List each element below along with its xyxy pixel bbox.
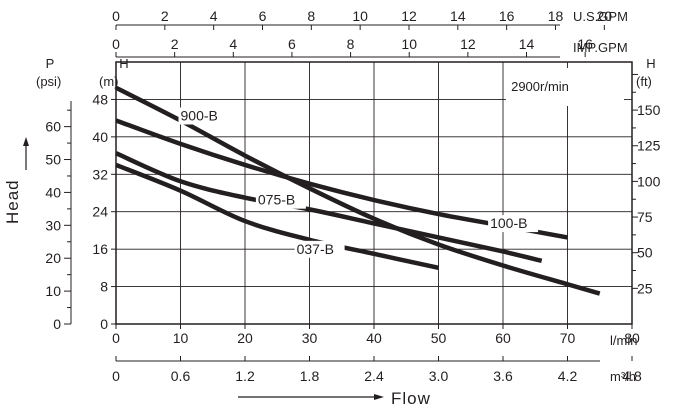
usgpm-tick-label: 4: [210, 8, 218, 24]
impgpm-tick-label: 6: [288, 36, 296, 52]
m3h-unit-label: m³/h: [610, 369, 636, 384]
curve-label-037-B: 037-B: [297, 241, 334, 257]
lpm-tick-label: 50: [431, 330, 447, 346]
head-m-tick-label: 0: [100, 316, 108, 332]
curve-label-075-B: 075-B: [258, 192, 295, 208]
head-m-tick-label: 24: [92, 204, 108, 220]
head-m-axis-top: H: [119, 56, 128, 71]
impgpm-tick-label: 8: [347, 36, 355, 52]
m3h-tick-label: 3.6: [493, 368, 513, 384]
axes: [64, 24, 638, 362]
usgpm-tick-label: 8: [307, 8, 315, 24]
y-axis-title-group: Head: [3, 137, 29, 224]
head-m-axis-unit: (m): [99, 74, 119, 89]
usgpm-tick-label: 6: [259, 8, 267, 24]
curve-037-B: [115, 162, 439, 271]
head-ft-axis-unit: (ft): [636, 74, 652, 89]
psi-tick-label: 60: [45, 119, 61, 135]
x-axis-title-group: Flow: [238, 389, 431, 408]
impgpm-tick-label: 10: [401, 36, 417, 52]
tick-labels: 0 10 20 30 40 50 60 70 800 0.6 1.2 1.8 2.4 3.0 3.6 4.2 4…: [45, 8, 660, 384]
curve-900-B: [114, 85, 601, 296]
impgpm-tick-label: 0: [112, 36, 120, 52]
head-ft-tick-label: 25: [637, 280, 653, 296]
head-m-tick-label: 32: [92, 166, 108, 182]
m3h-tick-label: 0: [112, 368, 120, 384]
y-axis-title-arrow-head: [23, 137, 29, 146]
usgpm-tick-label: 20: [597, 8, 613, 24]
head-m-tick-label: 40: [92, 129, 108, 145]
x-axis-title: Flow: [391, 389, 431, 408]
impgpm-unit-label: IMP.GPM: [573, 40, 628, 55]
m3h-tick-label: 1.8: [300, 368, 320, 384]
x-axis-title-arrow-head: [374, 394, 384, 400]
head-ft-tick-label: 150: [637, 102, 661, 118]
curve-label-bg: [488, 215, 539, 233]
head-m-tick-label: 16: [92, 241, 108, 257]
head-ft-tick-label: 75: [637, 209, 653, 225]
lpm-tick-label: 0: [112, 330, 120, 346]
head-m-tick-label: 48: [92, 91, 108, 107]
head-ft-tick-label: 100: [637, 173, 661, 189]
grid: [116, 62, 632, 324]
psi-tick-label: 30: [45, 217, 61, 233]
lpm-tick-label: 70: [560, 330, 576, 346]
m3h-tick-label: 4.8: [622, 368, 642, 384]
head-m-tick-label: 8: [100, 279, 108, 295]
m3h-tick-label: 0.6: [171, 368, 191, 384]
usgpm-unit-label: U.S.GPM: [573, 9, 628, 24]
curve-label-bg: [178, 107, 229, 125]
usgpm-tick-label: 16: [499, 8, 515, 24]
curves: 900-B 100-B 075-B 037-B: [114, 85, 601, 296]
y-axis-title: Head: [3, 179, 22, 224]
lpm-tick-label: 40: [366, 330, 382, 346]
pressure-axis-unit: (psi): [36, 74, 61, 89]
psi-tick-label: 20: [45, 250, 61, 266]
usgpm-tick-label: 10: [352, 8, 368, 24]
lpm-tick-label: 60: [495, 330, 511, 346]
head-ft-tick-label: 50: [637, 245, 653, 261]
lpm-tick-label: 20: [237, 330, 253, 346]
impgpm-tick-label: 2: [171, 36, 179, 52]
impgpm-tick-label: 16: [577, 36, 593, 52]
head-ft-axis-top: H: [646, 56, 655, 71]
m3h-tick-label: 1.2: [235, 368, 255, 384]
speed-annotation-box: [506, 68, 624, 106]
curve-075-B: [115, 151, 543, 264]
speed-annotation: 2900r/min: [511, 79, 569, 94]
m3h-tick-label: 2.4: [364, 368, 384, 384]
psi-tick-label: 10: [45, 283, 61, 299]
usgpm-tick-label: 14: [450, 8, 466, 24]
lpm-tick-label: 80: [624, 330, 640, 346]
curve-label-100-B: 100-B: [490, 215, 527, 231]
head-ft-tick-label: 125: [637, 138, 661, 154]
impgpm-tick-label: 14: [519, 36, 535, 52]
psi-tick-label: 40: [45, 184, 61, 200]
psi-tick-label: 50: [45, 152, 61, 168]
curve-label-bg: [255, 191, 306, 209]
usgpm-tick-label: 18: [548, 8, 564, 24]
usgpm-tick-label: 2: [161, 8, 169, 24]
psi-tick-label: 0: [53, 316, 61, 332]
impgpm-tick-label: 4: [229, 36, 237, 52]
impgpm-tick-label: 12: [460, 36, 476, 52]
m3h-tick-label: 3.0: [429, 368, 449, 384]
curve-label-bg: [294, 240, 345, 258]
lpm-tick-label: 30: [302, 330, 318, 346]
usgpm-tick-label: 0: [112, 8, 120, 24]
lpm-unit-label: l/min: [610, 333, 637, 348]
lpm-tick-label: 10: [173, 330, 189, 346]
usgpm-tick-label: 12: [401, 8, 417, 24]
curve-label-900-B: 900-B: [181, 107, 218, 123]
m3h-tick-label: 4.2: [558, 368, 578, 384]
pressure-axis-top: P: [46, 56, 55, 71]
